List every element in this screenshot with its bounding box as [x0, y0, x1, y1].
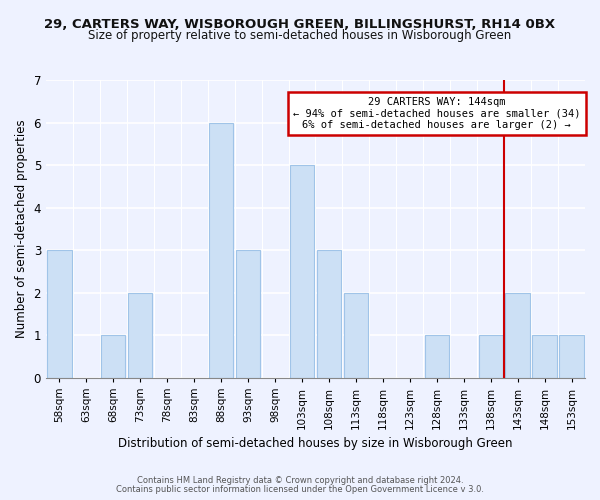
Bar: [479, 335, 503, 378]
Bar: [47, 250, 71, 378]
Bar: [317, 250, 341, 378]
Bar: [559, 335, 584, 378]
Text: Contains public sector information licensed under the Open Government Licence v : Contains public sector information licen…: [116, 485, 484, 494]
Bar: [532, 335, 557, 378]
Text: 29, CARTERS WAY, WISBOROUGH GREEN, BILLINGSHURST, RH14 0BX: 29, CARTERS WAY, WISBOROUGH GREEN, BILLI…: [44, 18, 556, 30]
Bar: [236, 250, 260, 378]
Bar: [209, 122, 233, 378]
Bar: [128, 292, 152, 378]
Bar: [101, 335, 125, 378]
Text: 29 CARTERS WAY: 144sqm
← 94% of semi-detached houses are smaller (34)
6% of semi: 29 CARTERS WAY: 144sqm ← 94% of semi-det…: [293, 97, 581, 130]
Text: Contains HM Land Registry data © Crown copyright and database right 2024.: Contains HM Land Registry data © Crown c…: [137, 476, 463, 485]
Y-axis label: Number of semi-detached properties: Number of semi-detached properties: [15, 120, 28, 338]
Bar: [505, 292, 530, 378]
Bar: [290, 165, 314, 378]
Bar: [344, 292, 368, 378]
Text: Size of property relative to semi-detached houses in Wisborough Green: Size of property relative to semi-detach…: [88, 29, 512, 42]
Bar: [425, 335, 449, 378]
X-axis label: Distribution of semi-detached houses by size in Wisborough Green: Distribution of semi-detached houses by …: [118, 437, 513, 450]
